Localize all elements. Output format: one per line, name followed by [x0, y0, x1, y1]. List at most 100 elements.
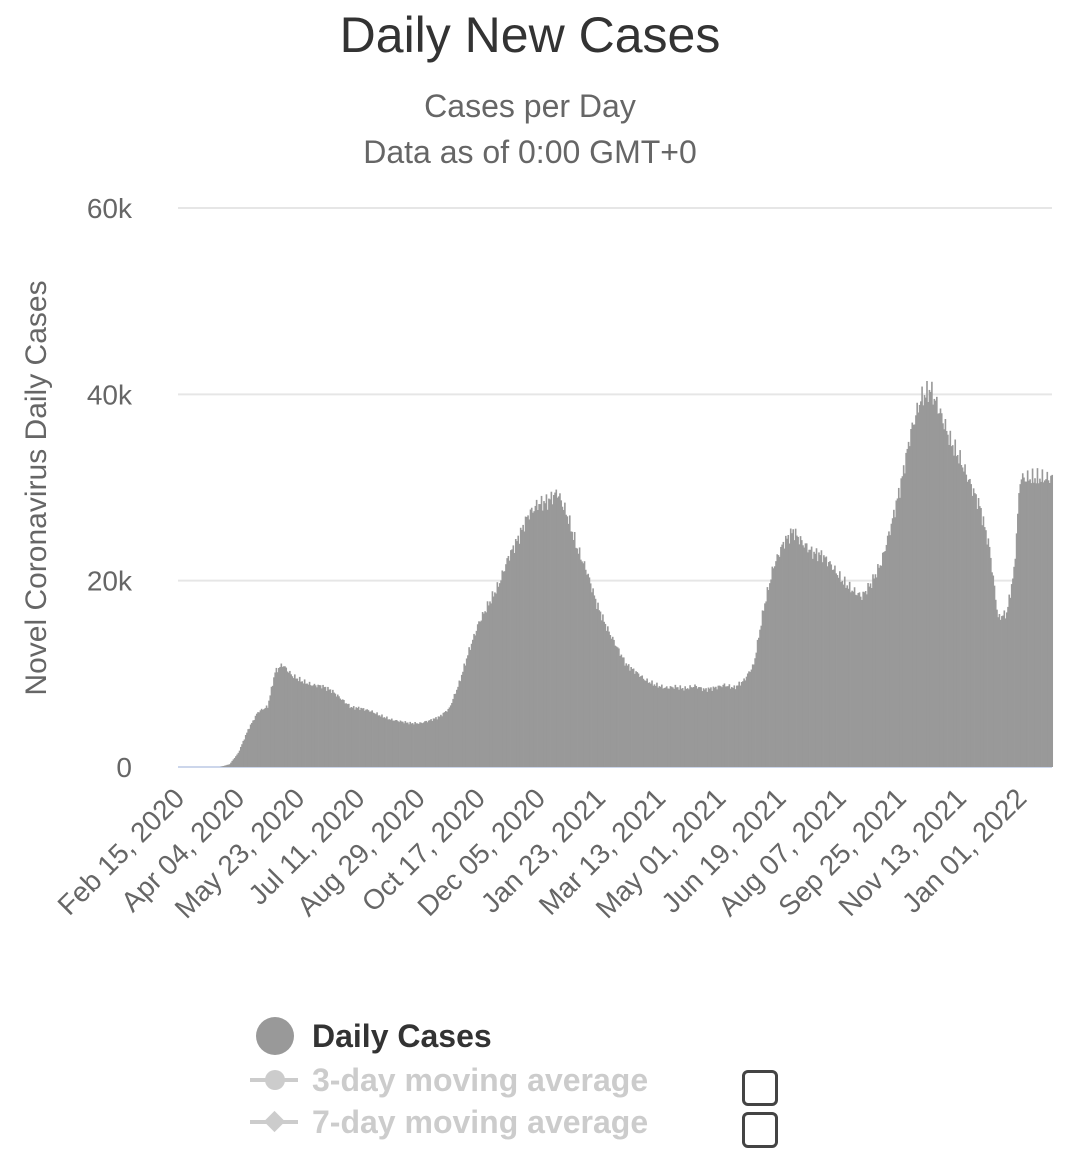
daily-cases-bar: [630, 667, 632, 767]
daily-cases-bar: [921, 386, 923, 767]
daily-cases-bar: [913, 424, 916, 767]
daily-cases-bar: [500, 580, 502, 767]
daily-cases-bar: [543, 501, 545, 767]
daily-cases-bar: [701, 691, 704, 767]
daily-cases-bar: [357, 706, 360, 767]
daily-cases-bar: [792, 529, 795, 767]
daily-cases-bar: [389, 719, 392, 767]
daily-cases-bar: [502, 571, 505, 767]
daily-cases-bar: [286, 671, 289, 767]
daily-cases-bar: [939, 408, 942, 767]
daily-cases-bar: [978, 506, 981, 767]
daily-cases-bar: [985, 530, 987, 767]
daily-cases-bar: [932, 404, 934, 767]
daily-cases-bar: [471, 639, 474, 767]
daily-cases-bar: [699, 687, 701, 767]
daily-cases-bar: [897, 487, 900, 767]
daily-cases-bar: [646, 678, 648, 767]
daily-cases-bar: [285, 667, 288, 767]
legend-item-daily-cases[interactable]: Daily Cases: [250, 1016, 492, 1056]
daily-cases-bar: [354, 709, 356, 767]
daily-cases-bar: [980, 508, 982, 767]
checkbox-7-day-moving-average[interactable]: [742, 1112, 778, 1148]
daily-cases-bar: [307, 684, 310, 767]
daily-cases-bar: [808, 549, 810, 767]
daily-cases-bar: [899, 497, 901, 767]
daily-cases-bar: [388, 719, 391, 767]
daily-cases-bar: [704, 689, 706, 767]
daily-cases-bar: [797, 536, 799, 767]
daily-cases-bar: [420, 722, 423, 767]
daily-cases-bar: [553, 494, 555, 767]
daily-cases-bar: [604, 623, 607, 767]
daily-cases-bar: [317, 684, 319, 767]
daily-cases-bar: [1023, 477, 1025, 767]
daily-cases-bar: [680, 688, 683, 767]
daily-cases-bar: [465, 658, 468, 767]
daily-cases-bar: [825, 556, 828, 767]
daily-cases-bar: [1029, 479, 1031, 767]
daily-cases-bar: [591, 592, 593, 767]
daily-cases-bar: [487, 605, 490, 767]
daily-cases-bar: [847, 588, 850, 767]
daily-cases-bar: [244, 734, 247, 767]
daily-cases-bar: [262, 710, 264, 767]
daily-cases-bar: [452, 698, 454, 767]
daily-cases-bar: [951, 445, 954, 767]
daily-cases-bar: [885, 544, 888, 767]
legend-label-3-day-moving-average: 3-day moving average: [312, 1061, 649, 1098]
checkbox-3-day-moving-average[interactable]: [742, 1070, 778, 1106]
daily-cases-bar: [960, 465, 963, 767]
daily-cases-bar: [432, 718, 435, 767]
daily-cases-bar: [1020, 479, 1023, 767]
daily-cases-bar: [789, 528, 792, 767]
daily-cases-bar: [349, 708, 351, 767]
daily-cases-bar: [727, 686, 729, 767]
daily-cases-bar: [289, 670, 291, 767]
daily-cases-bar: [551, 504, 554, 767]
daily-cases-bar: [225, 765, 227, 767]
daily-cases-bar: [393, 720, 396, 767]
daily-cases-bar: [313, 683, 316, 767]
daily-cases-bar: [654, 685, 657, 767]
daily-cases-bar: [501, 570, 504, 767]
daily-cases-bar: [629, 670, 631, 767]
daily-cases-bar: [662, 688, 664, 767]
daily-cases-bar: [298, 676, 301, 767]
daily-cases-bar: [1046, 471, 1049, 767]
daily-cases-bar: [254, 715, 257, 767]
daily-cases-bar: [651, 680, 653, 767]
daily-cases-bar: [829, 561, 831, 767]
daily-cases-bar: [888, 531, 890, 767]
daily-cases-bar: [522, 524, 524, 767]
daily-cases-bar: [291, 676, 294, 767]
daily-cases-bar: [442, 712, 445, 767]
daily-cases-bar: [1005, 612, 1008, 767]
daily-cases-bar: [883, 551, 885, 767]
daily-cases-bar: [895, 500, 898, 767]
daily-cases-bar: [238, 750, 241, 767]
legend-item-7-day-moving-average[interactable]: 7-day moving average: [250, 1102, 648, 1142]
daily-cases-bar: [627, 664, 630, 767]
daily-cases-bar: [589, 583, 592, 767]
daily-cases-bar: [1002, 615, 1004, 767]
daily-cases-bar: [333, 692, 335, 767]
daily-cases-bar: [595, 609, 598, 767]
daily-cases-bar: [894, 517, 896, 767]
daily-cases-bar: [314, 685, 317, 767]
daily-cases-bar: [778, 556, 781, 767]
daily-cases-bar: [931, 381, 933, 767]
daily-cases-bar: [443, 712, 446, 767]
legend-item-3-day-moving-average[interactable]: 3-day moving average: [250, 1060, 648, 1100]
daily-cases-bar: [350, 707, 353, 767]
daily-cases-bar: [287, 672, 290, 767]
daily-cases-bar: [750, 669, 753, 767]
daily-cases-bar: [419, 722, 421, 767]
daily-cases-bar: [621, 657, 624, 767]
daily-cases-bar: [767, 590, 770, 767]
daily-cases-bar: [738, 681, 740, 767]
daily-cases-bar: [867, 583, 869, 767]
daily-cases-bar: [715, 686, 717, 767]
daily-cases-bar: [478, 621, 480, 767]
daily-cases-bar: [554, 492, 556, 767]
